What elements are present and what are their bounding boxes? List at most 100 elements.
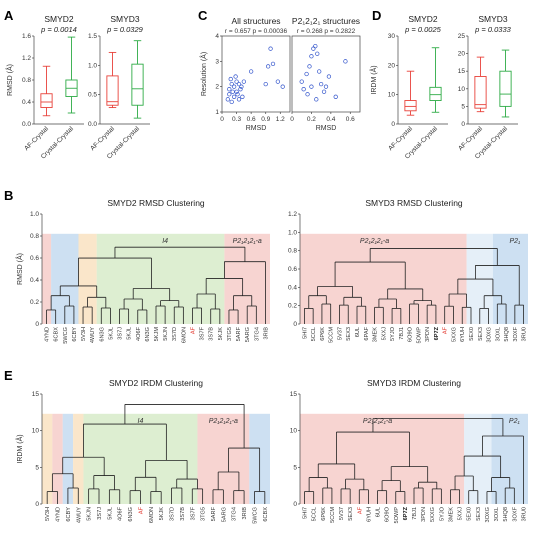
panel-label-a: A <box>4 8 14 23</box>
scatter-point <box>265 64 271 69</box>
leaf-label: 5EX3 <box>476 507 482 521</box>
y-tick-label: 20 <box>458 51 466 58</box>
cluster-band <box>42 413 53 504</box>
cluster-group-label: P2₁2₁2₁-a <box>209 418 238 425</box>
leaf-label: 5CCM <box>329 327 335 343</box>
leaf-label: 5XXJ <box>381 327 387 341</box>
scatter-point <box>343 59 348 64</box>
leaf-label: 6P7Z <box>434 326 440 340</box>
scatter-point <box>321 89 327 94</box>
leaf-label: 3OXG <box>487 327 493 343</box>
scatter-point <box>240 94 245 99</box>
leaf-label: 5HQ8 <box>503 507 509 522</box>
leaf-label: 3OXF <box>513 326 519 341</box>
y-tick-label: 0.0 <box>22 121 31 128</box>
x-tick-label: 0.6 <box>247 116 256 123</box>
leaf-label: 3TG5 <box>227 327 233 341</box>
leaf-label: 6UL <box>376 507 382 517</box>
leaf-label: 6CBY <box>72 327 78 342</box>
box-iqr <box>40 93 53 108</box>
leaf-label: 4WUY <box>76 507 82 523</box>
chart-title: SMYD2 RMSD Clustering <box>107 198 205 208</box>
leaf-label: 3RU0 <box>521 507 527 521</box>
leaf-label: AF <box>190 326 196 334</box>
panel-label-c: C <box>198 8 208 23</box>
leaf-label: 5KJL <box>108 327 114 340</box>
y-tick-label: 3 <box>215 58 219 65</box>
box-iqr <box>131 63 144 106</box>
leaf-label: 5EX0 <box>467 507 473 521</box>
leaf-label: 5ARF <box>211 506 217 521</box>
cluster-group-label: P2₁2₁2₁-a <box>360 238 389 245</box>
leaf-label: 5KJM <box>154 327 160 342</box>
x-tick-label: 0 <box>220 116 224 123</box>
leaf-label: 3S7B <box>180 507 186 521</box>
leaf-label: 6UL <box>355 327 361 337</box>
scatter-point <box>311 46 316 51</box>
y-axis-label: IRDM (Å) <box>15 434 24 463</box>
y-tick-label: 1.5 <box>88 33 97 40</box>
cluster-band <box>62 413 74 504</box>
scatter-point <box>304 71 309 77</box>
leaf-label: 6O9O <box>408 326 414 342</box>
scatter-point <box>333 94 338 99</box>
chart-title: SMYD2 IRDM Clustering <box>109 378 203 388</box>
scatter-point <box>233 74 238 79</box>
leaf-label: 3PDN <box>425 327 431 342</box>
x-tick-label: 0.2 <box>307 116 316 123</box>
scatter-point <box>229 99 234 105</box>
scatter-point <box>225 97 230 102</box>
cluster-group-label: P2₁2₁2₁-a <box>233 238 262 245</box>
chart-title: SMYD2 <box>408 14 438 24</box>
leaf-label: 5KJL <box>127 327 133 340</box>
cluster-band <box>78 233 97 324</box>
scatter-point <box>318 81 324 87</box>
leaf-label: 3MEK <box>373 327 379 343</box>
scatter-point <box>280 84 285 89</box>
leaf-label: 3OXG <box>485 507 491 523</box>
cluster-group-label: I4 <box>138 418 144 425</box>
leaf-label: 3TG4 <box>232 507 238 521</box>
leaf-label: 6CBY <box>66 507 72 522</box>
scatter-point <box>234 89 239 94</box>
leaf-label: 5HI7 <box>302 327 308 339</box>
x-tick-label: 0.3 <box>232 116 241 123</box>
leaf-label: 3PDN <box>421 507 427 522</box>
leaf-label: 3RU0 <box>522 327 528 341</box>
scatter-point <box>307 64 312 69</box>
leaf-label: 6P6K <box>320 327 326 341</box>
scatter-point <box>268 46 273 51</box>
scatter-point <box>323 84 329 89</box>
box-iqr <box>429 86 442 101</box>
panel-label-e: E <box>4 368 13 383</box>
chart-title: SMYD3 <box>478 14 508 24</box>
y-tick-label: 0 <box>35 321 39 328</box>
scatter-point <box>241 79 247 84</box>
box-iqr <box>474 76 487 109</box>
y-tick-label: 15 <box>32 391 40 398</box>
y-tick-label: 0.6 <box>288 266 297 273</box>
panel-label-b: B <box>4 188 13 203</box>
box-iqr <box>499 70 512 107</box>
scatter-point <box>299 79 304 84</box>
leaf-label: AF <box>357 506 363 514</box>
leaf-label: 5CCM <box>330 507 336 523</box>
scatter-point <box>236 97 242 102</box>
cluster-group-label: P2₁ <box>509 238 521 245</box>
leaf-label: 5KJN <box>163 327 169 341</box>
y-tick-label: 10 <box>388 92 396 99</box>
p-value: p = 0.0329 <box>106 25 143 34</box>
y-tick-label: 0.4 <box>22 99 31 106</box>
scatter-point <box>230 89 235 94</box>
leaf-label: 5KJL <box>107 507 113 520</box>
leaf-label: 5CCL <box>312 507 318 521</box>
leaf-label: 5V37 <box>337 327 343 340</box>
leaf-label: 5V3H <box>81 327 87 341</box>
y-tick-label: 1.0 <box>88 62 97 69</box>
leaf-label: 5ARG <box>245 327 251 342</box>
y-tick-label: 10 <box>290 428 298 435</box>
cluster-band <box>83 413 198 504</box>
